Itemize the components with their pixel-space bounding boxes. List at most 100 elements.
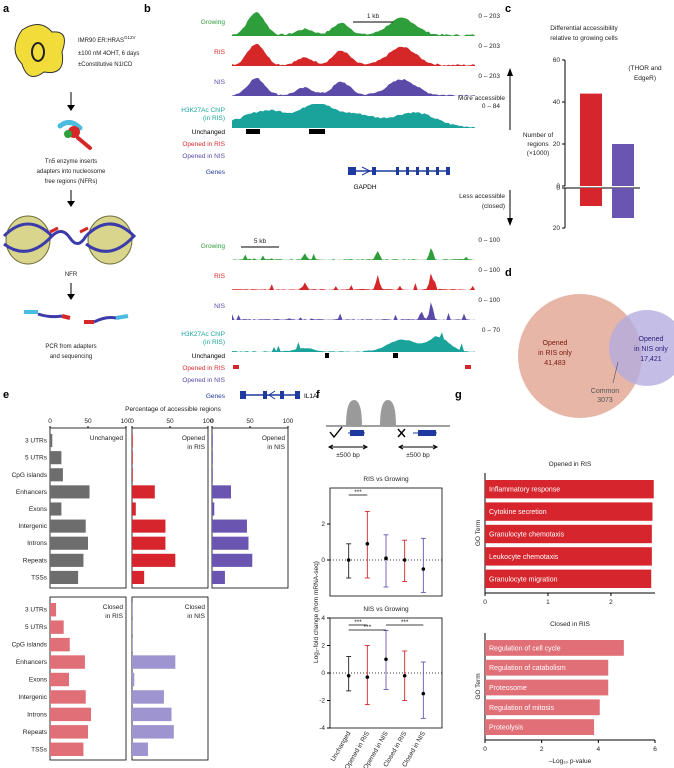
b-bot-track-h3k27ac-chip [232, 332, 475, 352]
f-window-label-1: ±500 bp [336, 452, 360, 459]
g-bar-label-regulation-of-catabolism: Regulation of catabolism [489, 665, 566, 672]
f-ytick-label: 2 [321, 643, 325, 650]
e-category-label-introns: Introns [27, 540, 48, 547]
c-less-label-1: Less accessible [459, 193, 505, 200]
fragment-illustration [24, 310, 129, 324]
b-top-track-ris [232, 43, 475, 66]
e-category-label-tsss: TSSs [31, 746, 48, 753]
c-top-tick-label: 40 [553, 99, 561, 106]
f-peak-2 [380, 400, 396, 426]
e-bar-unchanged-enhancers [50, 485, 90, 499]
e-category-label-exons: Exons [29, 677, 48, 684]
b-bot-gene-exon [263, 391, 267, 399]
e-category-label-exons: Exons [29, 506, 48, 513]
e-panel-title-closed-in-ris: Closed [103, 604, 124, 611]
e-bar-opened-in-ris-introns [132, 536, 166, 550]
b-top-unchanged-label: Unchanged [192, 129, 226, 136]
e-bar-unchanged-exons [50, 502, 62, 516]
e-bar-closed-in-ris-5-utrs [50, 620, 64, 634]
e-xtick-label: 50 [84, 418, 92, 425]
b-bot-track-ris [232, 273, 475, 290]
b-bot-track-label2-h3k27ac-chip: (in RIS) [203, 339, 225, 346]
b-bot-gene-exon [280, 391, 284, 399]
c-method-2: EdgeR) [634, 75, 656, 82]
f-sig-label-0-0: *** [354, 489, 362, 496]
c-category-ris: RIS [585, 177, 597, 184]
e-bar-closed-in-ris-cpg-islands [50, 637, 70, 652]
e-category-label-enhancers: Enhancers [16, 659, 48, 666]
e-bar-closed-in-nis-repeats [132, 725, 174, 739]
c-bar-less-nis [612, 188, 634, 218]
e-bar-closed-in-ris-exons [50, 672, 69, 687]
e-category-label-intergenic: Intergenic [18, 694, 47, 701]
f-window-label-2: ±500 bp [406, 452, 430, 459]
e-bar-opened-in-nis-introns [212, 536, 249, 550]
b-top-track-range-ris: 0 – 203 [478, 43, 500, 50]
f-sig-label-1-1: *** [364, 624, 372, 631]
g-title-1: Closed in RIS [550, 621, 590, 628]
e-bar-unchanged-repeats [50, 553, 84, 567]
c-bottom-tick-label: 20 [553, 225, 561, 232]
d-common-label: Common [591, 388, 620, 395]
g-xtick-label: 4 [597, 746, 601, 753]
f-ytick-label: -2 [319, 698, 325, 705]
b-bot-track-range-ris: 0 – 100 [478, 267, 500, 274]
e-category-label-introns: Introns [27, 711, 48, 718]
g-bar-label-regulation-of-mitosis: Regulation of mitosis [489, 705, 554, 712]
e-bar-opened-in-nis-cpg-islands [212, 468, 213, 482]
e-bar-closed-in-ris-repeats [50, 725, 88, 739]
panel-label-e: e [3, 389, 9, 401]
g-bar-label-proteolysis: Proteolysis [489, 725, 524, 732]
panel-d: Opened in RIS only 41,483 Opened in NIS only… [518, 294, 674, 418]
arrow-2 [67, 190, 75, 207]
e-bar-unchanged-tsss [50, 570, 79, 584]
c-bottom-tick-label: 0 [556, 185, 560, 192]
treatment-line1: ±100 nM 4OHT, 6 days [78, 51, 139, 57]
e-category-label-3-utrs: 3 UTRs [25, 438, 48, 445]
d-ris-value: 41,483 [544, 360, 566, 367]
e-panel-title2-closed-in-ris: in RIS [105, 613, 123, 620]
b-bot-track-range-growing: 0 – 100 [478, 237, 500, 244]
e-bar-opened-in-nis-enhancers [212, 485, 231, 499]
e-title: Percentage of accessible regions [125, 406, 222, 413]
e-bar-closed-in-ris-introns [50, 707, 92, 722]
e-bar-closed-in-nis-exons [132, 672, 135, 687]
g-bar-proteolysis [485, 719, 595, 735]
e-bar-unchanged-3-utrs [50, 434, 53, 448]
f-mean-point-0-opened-in-ris [365, 542, 370, 546]
c-less-label-2: (closed) [482, 203, 505, 210]
b-top-opened-nis-label: Opened in NIS [182, 153, 225, 160]
d-common-pointer [612, 361, 619, 384]
b-bot-opened-ris-region-1 [233, 365, 239, 369]
treatment-line2: ±Constitutive N1ICD [78, 62, 133, 68]
f-mean-point-0-unchanged [346, 558, 351, 562]
e-bar-closed-in-ris-enhancers [50, 655, 85, 669]
e-xtick-label: 0 [210, 418, 214, 425]
e-panel-title2-closed-in-nis: in NIS [187, 613, 205, 620]
e-bar-opened-in-nis-tsss [212, 570, 225, 584]
d-circle-nis [609, 310, 674, 386]
g-bar-regulation-of-catabolism [485, 659, 609, 676]
f-ylabel: Log₂-fold change (from mRNA-seq) [313, 561, 320, 663]
b-bot-track-label-ris: RIS [214, 273, 226, 280]
panel-a: IMR90 ER:HRASG12V ±100 nM 4OHT, 6 days ±… [2, 24, 139, 360]
g-ylabel-0: GO Term [475, 520, 482, 546]
c-down-arrow-head [507, 218, 513, 226]
panel-label-d: d [505, 267, 512, 279]
c-up-arrow-head [507, 68, 513, 76]
c-bar-less-ris [580, 188, 602, 206]
g-xtick-label: 2 [540, 746, 544, 753]
b-top-gene-exon [348, 167, 356, 175]
f-mean-point-1-opened-in-ris [365, 675, 370, 679]
g-bar-cytokine-secretion [485, 502, 653, 521]
e-category-label-intergenic: Intergenic [18, 523, 47, 530]
c-bar-more-ris [580, 93, 602, 186]
c-ylabel-3: (×1000) [527, 150, 550, 157]
c-top-tick-label: 0 [556, 183, 560, 190]
g-xlabel: –Log₁₀ p-value [549, 758, 592, 765]
b-top-track-label-ris: RIS [214, 49, 226, 56]
e-xtick-label: 0 [48, 418, 52, 425]
panel-g: Opened in RIS 0 1 2 Inflammatory response Cyt… [475, 461, 657, 765]
e-bar-closed-in-ris-3-utrs [50, 603, 57, 617]
